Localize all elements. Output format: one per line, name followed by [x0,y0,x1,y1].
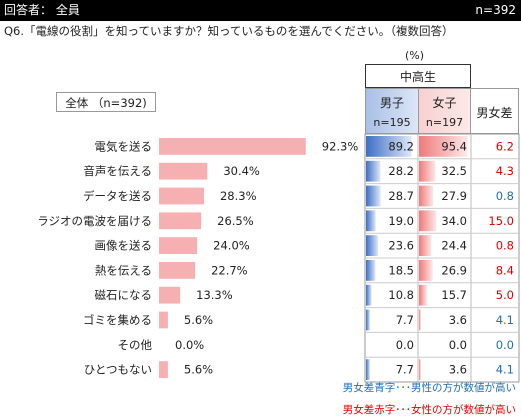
female-value-label: 32.5 [441,164,467,178]
category-label: ラジオの電波を届ける [37,214,152,228]
total-bar [159,162,208,180]
male-value-label: 28.2 [388,164,414,178]
total-value-label: 24.0% [213,239,250,253]
male-bar [366,136,412,157]
total-bar [159,212,202,230]
category-label: ゴミを集める [83,313,152,327]
male-column-header: 男子 n=195 [365,88,418,134]
total-series-label: 全体 （n=392) [56,92,156,112]
female-value-label: 3.6 [449,313,467,327]
male-bar [366,235,379,256]
total-n-label: n=392 [475,3,516,17]
female-value-label: 95.4 [441,139,467,153]
total-bar [159,187,204,205]
total-bar [159,361,168,378]
category-label: 音声を伝える [83,164,152,178]
female-column-header: 女子 n=197 [418,88,471,134]
female-value-label: 3.6 [449,363,467,377]
diff-label: 男女差 [476,106,513,120]
male-value-label: 0.0 [396,338,414,352]
legend-blue-note: 男女差青字･･･男性の方が数値が高い [342,382,516,394]
total-value-label: 22.7% [211,263,248,277]
diff-value-label: 15.0 [488,214,514,228]
legend-red-note: 男女差赤字･･･女性の方が数値が高い [342,404,516,416]
diff-value-label: 0.0 [496,338,514,352]
male-value-label: 28.7 [388,189,414,203]
female-bar [419,359,421,380]
male-value-label: 19.0 [388,214,414,228]
female-n-label: n=197 [425,116,464,129]
male-bar [366,260,376,281]
male-value-label: 23.6 [388,239,414,253]
diff-value-label: 6.2 [496,139,514,153]
male-label: 男子 [379,96,404,110]
male-bar [366,160,381,182]
total-bar [159,262,196,279]
total-value-label: 13.3% [196,288,233,302]
female-bar [419,210,437,232]
category-label: 熱を伝える [95,263,152,277]
female-bar [419,309,421,331]
female-value-label: 27.9 [441,189,467,203]
total-value-label: 92.3% [322,139,359,153]
total-value-label: 28.3% [220,189,257,203]
female-value-label: 24.4 [441,239,467,253]
category-label: その他 [118,338,153,352]
category-label: 電気を送る [95,139,153,153]
male-bar [366,210,376,232]
female-bar [419,160,436,182]
total-bar [159,311,168,329]
diff-value-label: 4.3 [496,164,514,178]
total-bar [159,286,181,304]
total-value-label: 30.4% [223,164,260,178]
total-value-label: 5.6% [184,363,213,377]
female-bar [419,260,433,281]
diff-value-label: 4.1 [496,313,514,327]
male-value-label: 89.2 [388,139,414,153]
diff-value-label: 5.0 [496,288,514,302]
male-bar [366,309,370,331]
respondent-label: 回答者： 全員 [4,3,80,17]
male-value-label: 7.7 [396,363,414,377]
grade-header: 中高生 [365,64,471,88]
header-bar: 回答者： 全員 n=392 [0,0,521,21]
total-value-label: 5.6% [184,313,213,327]
total-value-label: 0.0% [175,338,204,352]
unit-label: (%) [405,49,425,62]
category-label: データを送る [83,189,152,203]
male-value-label: 7.7 [396,313,414,327]
total-bar [159,237,198,254]
male-value-label: 10.8 [388,288,414,302]
question-text: Q6.「電線の役割」を知っていますか？知っているものを選んでください。（複数回答… [4,24,454,38]
category-label: ひとつもない [84,363,152,377]
female-bar [419,185,434,207]
diff-value-label: 0.8 [496,189,514,203]
total-value-label: 26.5% [217,214,254,228]
female-value-label: 0.0 [449,338,467,352]
male-n-label: n=195 [373,116,411,129]
male-bar [366,284,372,306]
female-bar [419,235,432,256]
diff-value-label: 4.1 [496,363,514,377]
total-bar [159,138,306,155]
male-value-label: 18.5 [388,263,414,277]
female-label: 女子 [432,96,457,110]
male-bar [366,185,381,207]
female-bar [419,136,468,157]
female-bar [419,284,428,306]
female-value-label: 26.9 [441,263,467,277]
female-value-label: 15.7 [441,288,467,302]
female-value-label: 34.0 [441,214,467,228]
male-bar [366,359,370,380]
category-label: 磁石になる [95,288,153,302]
diff-value-label: 0.8 [496,239,514,253]
diff-value-label: 8.4 [496,263,514,277]
category-label: 画像を送る [95,239,153,253]
